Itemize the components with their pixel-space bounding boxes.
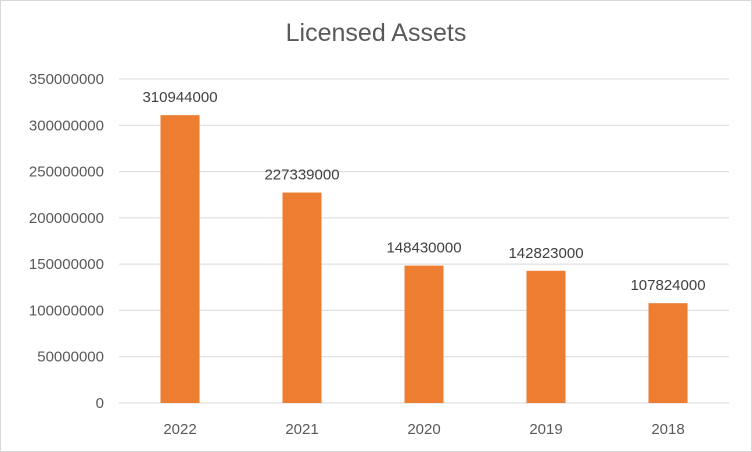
- data-label: 107824000: [630, 277, 705, 294]
- data-label: 227339000: [264, 167, 339, 184]
- bar: [526, 270, 566, 403]
- y-tick-label: 200000000: [29, 210, 104, 227]
- x-tick-label: 2018: [651, 421, 684, 438]
- bar: [648, 303, 688, 403]
- x-tick-label: 2021: [285, 421, 318, 438]
- chart-title: Licensed Assets: [285, 19, 467, 47]
- y-tick-label: 0: [96, 395, 104, 412]
- bar: [404, 265, 444, 403]
- data-label: 148430000: [386, 240, 461, 257]
- y-tick-label: 150000000: [29, 256, 104, 273]
- data-label: 142823000: [508, 245, 583, 262]
- x-tick-label: 2020: [407, 421, 440, 438]
- data-label: 310944000: [142, 89, 217, 106]
- y-tick-label: 50000000: [37, 349, 104, 366]
- y-tick-label: 250000000: [29, 164, 104, 181]
- x-tick-label: 2019: [529, 421, 562, 438]
- bar: [160, 115, 200, 403]
- x-tick-label: 2022: [163, 421, 196, 438]
- y-tick-label: 350000000: [29, 71, 104, 88]
- y-tick-label: 100000000: [29, 302, 104, 319]
- bar: [282, 192, 322, 403]
- y-tick-label: 300000000: [29, 117, 104, 134]
